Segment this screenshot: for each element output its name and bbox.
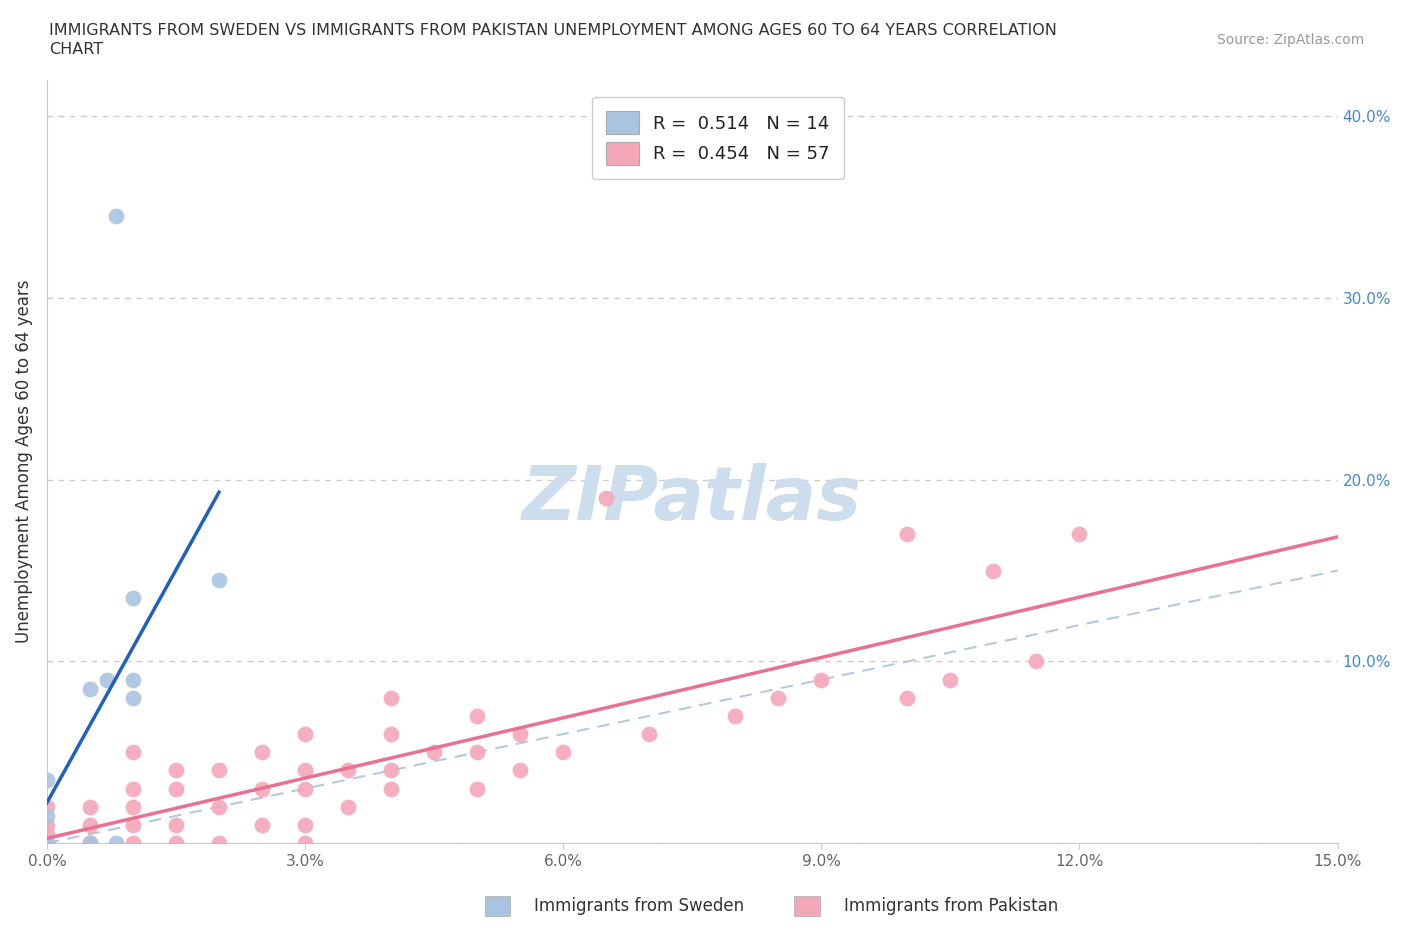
Point (35, 836, 58, 851)
Point (939, 672, 962, 687)
Point (122, 672, 145, 687)
Point (35, 836, 58, 851)
Point (165, 781, 187, 796)
Point (122, 745, 145, 760)
Point (122, 690, 145, 705)
Text: Immigrants from Sweden: Immigrants from Sweden (534, 897, 744, 915)
Point (35, 836, 58, 851)
Point (380, 763, 402, 777)
Text: Immigrants from Pakistan: Immigrants from Pakistan (844, 897, 1057, 915)
Point (122, 817, 145, 832)
Point (294, 726, 316, 741)
Point (208, 836, 231, 851)
Point (104, 836, 127, 851)
Point (380, 690, 402, 705)
Point (250, 817, 273, 832)
Point (79, 682, 101, 697)
Point (79, 817, 101, 832)
Text: CHART: CHART (49, 42, 103, 57)
Point (337, 799, 360, 814)
Point (1069, 526, 1091, 541)
Point (208, 799, 231, 814)
Point (509, 726, 531, 741)
Point (509, 763, 531, 777)
Text: IMMIGRANTS FROM SWEDEN VS IMMIGRANTS FROM PAKISTAN UNEMPLOYMENT AMONG AGES 60 TO: IMMIGRANTS FROM SWEDEN VS IMMIGRANTS FRO… (49, 23, 1057, 38)
Point (294, 836, 316, 851)
Point (423, 745, 446, 760)
Point (104, 209, 127, 224)
Point (896, 526, 918, 541)
Point (724, 709, 747, 724)
Point (595, 490, 617, 505)
Text: ZIPatlas: ZIPatlas (522, 463, 862, 537)
Point (35, 772, 58, 787)
Point (465, 709, 488, 724)
Point (208, 763, 231, 777)
Point (380, 781, 402, 796)
Point (810, 672, 832, 687)
Point (465, 745, 488, 760)
Point (35, 808, 58, 823)
Point (337, 763, 360, 777)
Point (768, 690, 790, 705)
Point (1025, 654, 1047, 669)
Point (294, 763, 316, 777)
Point (79, 799, 101, 814)
Point (35, 836, 58, 851)
Point (79, 836, 101, 851)
Point (35, 827, 58, 842)
Point (294, 781, 316, 796)
Point (208, 572, 231, 587)
Point (35, 799, 58, 814)
Point (96, 672, 118, 687)
Y-axis label: Unemployment Among Ages 60 to 64 years: Unemployment Among Ages 60 to 64 years (15, 280, 32, 644)
Point (638, 726, 661, 741)
Point (122, 781, 145, 796)
Point (79, 836, 101, 851)
Point (896, 690, 918, 705)
Point (35, 817, 58, 832)
Point (35, 836, 58, 851)
Point (983, 564, 1005, 578)
Point (465, 781, 488, 796)
Point (165, 763, 187, 777)
Point (122, 591, 145, 605)
Legend: R =  0.514   N = 14, R =  0.454   N = 57: R = 0.514 N = 14, R = 0.454 N = 57 (592, 97, 844, 179)
Point (122, 836, 145, 851)
Point (165, 817, 187, 832)
Point (35, 836, 58, 851)
Point (165, 836, 187, 851)
Point (35, 836, 58, 851)
Point (380, 726, 402, 741)
Point (122, 799, 145, 814)
Point (35, 836, 58, 851)
Point (553, 745, 575, 760)
Point (250, 781, 273, 796)
Point (250, 745, 273, 760)
Point (294, 817, 316, 832)
Text: Source: ZipAtlas.com: Source: ZipAtlas.com (1216, 33, 1364, 46)
Point (79, 836, 101, 851)
Point (35, 836, 58, 851)
